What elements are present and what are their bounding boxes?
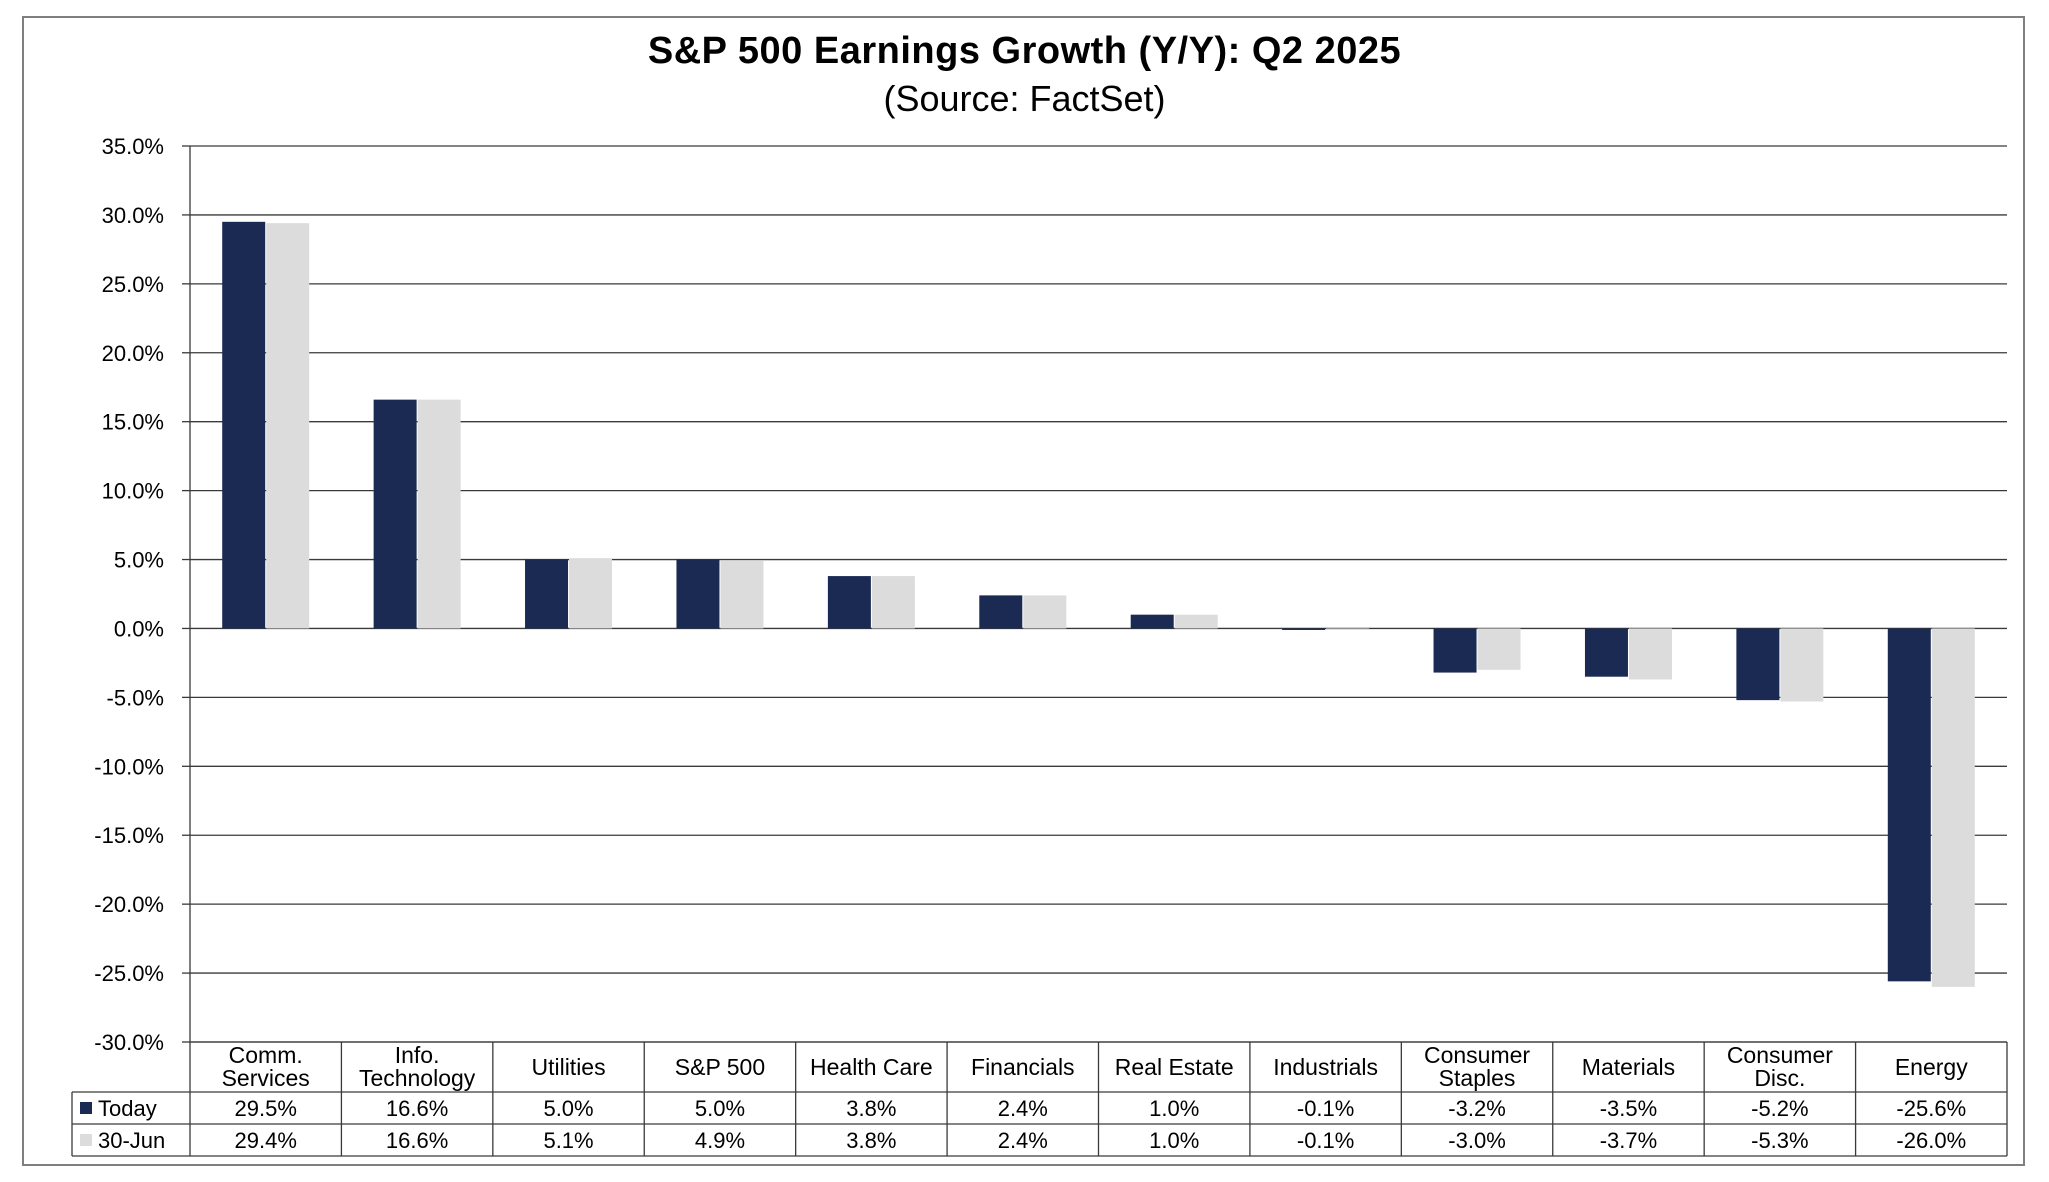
data-label: 5.0% <box>543 1096 593 1121</box>
data-label: -5.2% <box>1751 1096 1808 1121</box>
bar-30-jun <box>1477 628 1521 670</box>
y-tick-label: 25.0% <box>102 272 164 297</box>
bar-today <box>222 221 266 629</box>
category-label: Consumer <box>1727 1042 1833 1068</box>
y-tick-label: 5.0% <box>114 548 164 573</box>
bar-30-jun <box>1326 628 1370 630</box>
bar-30-jun <box>569 558 613 629</box>
data-label: 29.4% <box>235 1128 297 1153</box>
bar-today <box>1130 614 1174 629</box>
bar-30-jun <box>1628 628 1672 680</box>
data-label: 3.8% <box>846 1128 896 1153</box>
legend-key-30-jun <box>80 1134 92 1146</box>
data-label: -3.0% <box>1448 1128 1505 1153</box>
bar-today <box>1887 628 1931 982</box>
bar-30-jun <box>1023 595 1067 629</box>
y-tick-label: -15.0% <box>94 823 164 848</box>
y-tick-label: -10.0% <box>94 754 164 779</box>
y-tick-label: -30.0% <box>94 1030 164 1055</box>
data-label: 5.1% <box>543 1128 593 1153</box>
legend-label: Today <box>98 1096 157 1121</box>
data-label: 16.6% <box>386 1128 448 1153</box>
bar-today <box>676 559 720 629</box>
bar-today <box>1736 628 1780 701</box>
bar-30-jun <box>266 223 310 629</box>
data-label: -5.3% <box>1751 1128 1808 1153</box>
y-tick-label: 0.0% <box>114 616 164 641</box>
category-label: Staples <box>1439 1065 1516 1091</box>
category-label: Health Care <box>810 1054 933 1080</box>
data-label: 5.0% <box>695 1096 745 1121</box>
category-label: Energy <box>1895 1054 1968 1080</box>
bar-today <box>373 399 417 629</box>
bar-today <box>1282 628 1326 630</box>
category-label: Real Estate <box>1115 1054 1234 1080</box>
data-label: 1.0% <box>1149 1128 1199 1153</box>
category-label: Materials <box>1582 1054 1675 1080</box>
data-label: 1.0% <box>1149 1096 1199 1121</box>
legend-key-today <box>80 1102 92 1114</box>
data-label: -3.7% <box>1600 1128 1657 1153</box>
data-label: -0.1% <box>1297 1096 1354 1121</box>
category-label: Services <box>222 1065 310 1091</box>
category-label: Financials <box>971 1054 1075 1080</box>
category-label: Technology <box>359 1065 476 1091</box>
bar-30-jun <box>1174 614 1218 629</box>
y-tick-label: -25.0% <box>94 961 164 986</box>
data-label: 2.4% <box>998 1096 1048 1121</box>
bar-30-jun <box>720 560 764 629</box>
bar-30-jun <box>871 576 915 629</box>
data-label: -3.2% <box>1448 1096 1505 1121</box>
data-label: -0.1% <box>1297 1128 1354 1153</box>
legend-label: 30-Jun <box>98 1128 165 1153</box>
category-label: Consumer <box>1424 1042 1530 1068</box>
y-tick-label: -5.0% <box>107 685 164 710</box>
y-tick-label: 10.0% <box>102 479 164 504</box>
data-label: -3.5% <box>1600 1096 1657 1121</box>
chart-title: S&P 500 Earnings Growth (Y/Y): Q2 2025 <box>647 30 1402 72</box>
y-tick-label: -20.0% <box>94 892 164 917</box>
bar-30-jun <box>1780 628 1824 702</box>
data-label: -25.6% <box>1896 1096 1966 1121</box>
data-label: 3.8% <box>846 1096 896 1121</box>
bar-today <box>979 595 1023 629</box>
category-label: Industrials <box>1273 1054 1378 1080</box>
data-label: 16.6% <box>386 1096 448 1121</box>
bar-today <box>1433 628 1477 673</box>
category-label: S&P 500 <box>675 1054 765 1080</box>
category-label: Comm. <box>229 1042 303 1068</box>
bar-today <box>1584 628 1628 677</box>
data-label: 2.4% <box>998 1128 1048 1153</box>
bar-today <box>827 576 871 629</box>
bar-30-jun <box>417 399 461 629</box>
chart-frame <box>22 16 2025 1166</box>
y-tick-label: 15.0% <box>102 410 164 435</box>
category-label: Utilities <box>531 1054 605 1080</box>
bar-today <box>525 559 569 629</box>
y-tick-label: 30.0% <box>102 203 164 228</box>
category-label: Disc. <box>1754 1065 1805 1091</box>
data-label: -26.0% <box>1896 1128 1966 1153</box>
chart-subtitle: (Source: FactSet) <box>883 78 1166 119</box>
category-label: Info. <box>395 1042 440 1068</box>
y-tick-label: 20.0% <box>102 341 164 366</box>
data-label: 29.5% <box>235 1096 297 1121</box>
y-tick-label: 35.0% <box>102 134 164 159</box>
data-label: 4.9% <box>695 1128 745 1153</box>
bar-30-jun <box>1931 628 1975 987</box>
